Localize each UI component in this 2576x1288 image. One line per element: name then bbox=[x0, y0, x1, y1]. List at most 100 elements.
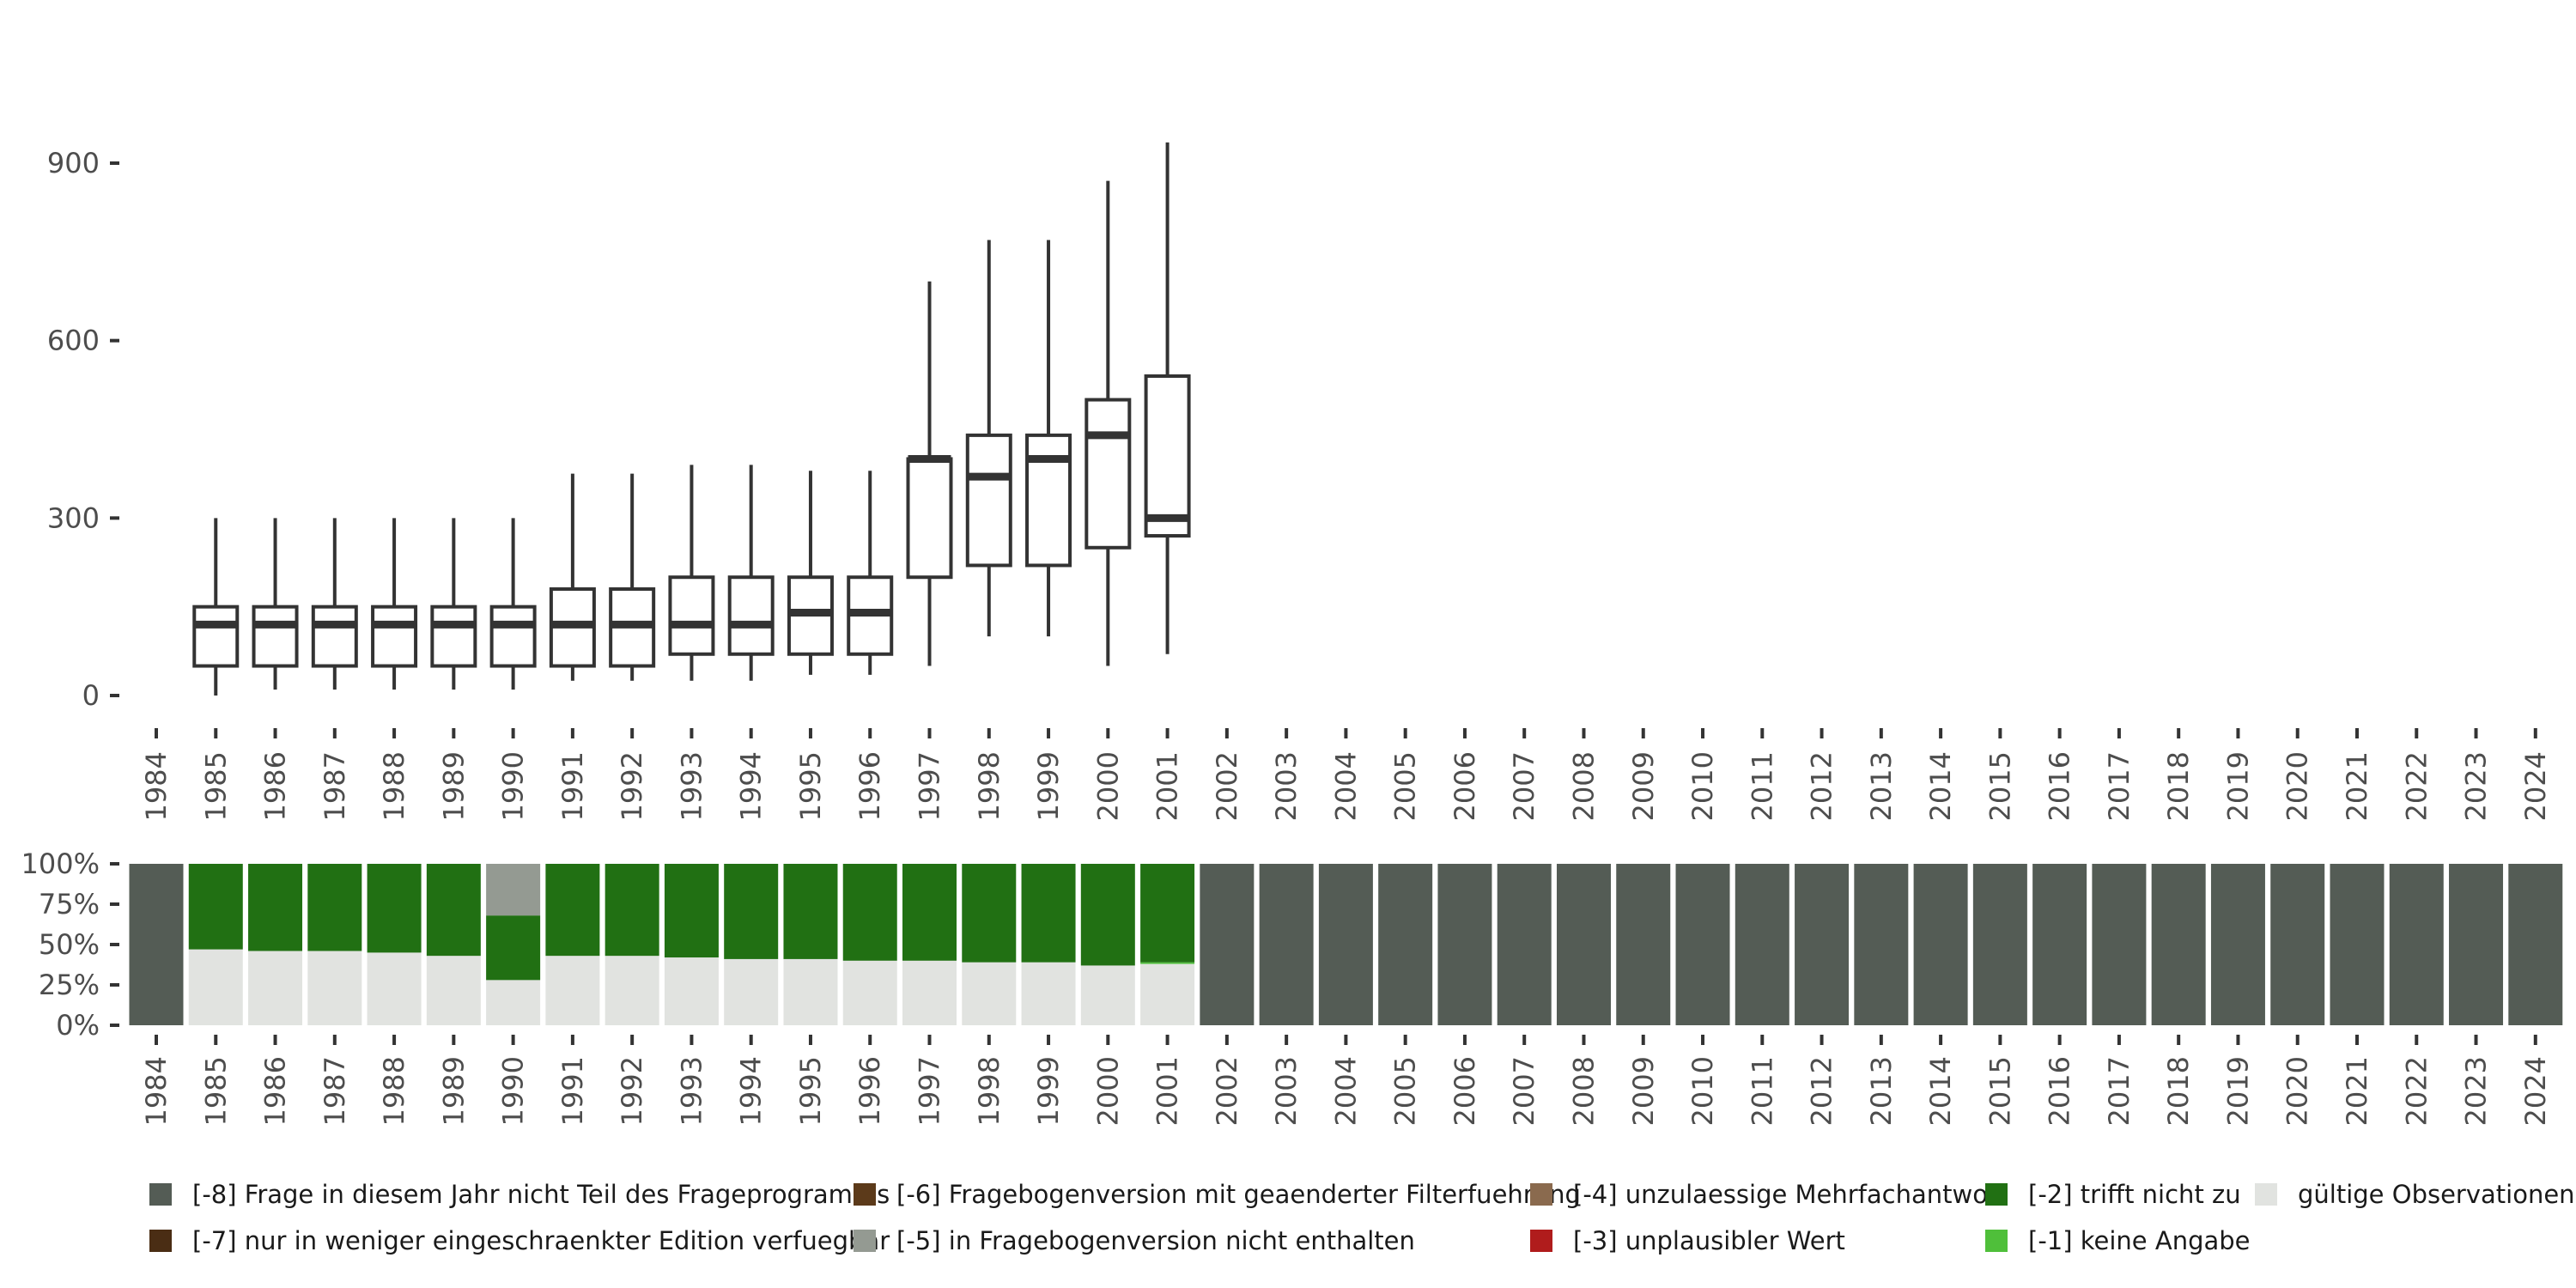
stacked-bar-segment-m2 bbox=[842, 864, 897, 961]
legend-label-m4: [-4] unzulaessige Mehrfachantwort bbox=[1573, 1180, 2008, 1209]
stacked-bar-segment-m2 bbox=[724, 864, 779, 959]
box-x-tick-label: 1988 bbox=[378, 751, 410, 821]
stacked-bar-segment-m2 bbox=[1080, 864, 1135, 966]
bar-x-tick-label: 2024 bbox=[2519, 1056, 2552, 1126]
bar-x-tick-label: 1987 bbox=[319, 1056, 351, 1126]
chart-canvas: 0 300 600 900 1984 1985 1986 1987 1988 1989 1990 19… bbox=[21, 142, 2563, 1126]
bar-x-tick-label: 1985 bbox=[199, 1056, 232, 1126]
stacked-bar-segment-m8 bbox=[1259, 864, 1314, 1025]
bar-x-tick-label: 2011 bbox=[1746, 1056, 1778, 1126]
legend-swatch-m7 bbox=[149, 1230, 172, 1252]
stacked-bar-segment-m8 bbox=[2270, 864, 2325, 1025]
stacked-bar-segment-m8 bbox=[1854, 864, 1909, 1025]
stacked-bar-segment-m8 bbox=[2032, 864, 2087, 1025]
stacked-bar-segment-valid bbox=[783, 958, 838, 1025]
legend-swatch-m5 bbox=[854, 1230, 876, 1252]
box-iqr bbox=[252, 605, 299, 668]
box-x-tick-label: 1992 bbox=[616, 751, 648, 821]
legend-label-m8: [-8] Frage in diesem Jahr nicht Teil des… bbox=[192, 1180, 890, 1209]
legend-item-m1: [-1] keine Angabe bbox=[1985, 1226, 2251, 1255]
legend-label-m3: [-3] unplausibler Wert bbox=[1573, 1226, 1845, 1255]
box-x-tick-label: 2018 bbox=[2162, 751, 2195, 821]
box-iqr bbox=[668, 575, 715, 656]
box-x-tick-label: 1984 bbox=[140, 751, 173, 821]
stacked-bar-segment-m8 bbox=[129, 864, 184, 1025]
box-x-tick-label: 1998 bbox=[973, 751, 1005, 821]
box-x-tick-label: 2004 bbox=[1329, 751, 1362, 821]
stacked-bar-segment-m8 bbox=[1913, 864, 1968, 1025]
stacked-bar-segment-m8 bbox=[1378, 864, 1433, 1025]
bar-x-tick-label: 1990 bbox=[497, 1056, 530, 1126]
box-x-tick-label: 1996 bbox=[854, 751, 886, 821]
stacked-bar-segment-valid bbox=[902, 960, 957, 1025]
legend-item-m2: [-2] trifft nicht zu bbox=[1985, 1180, 2241, 1209]
bar-x-tick-label: 1996 bbox=[854, 1056, 886, 1126]
bar-x-tick-label: 2019 bbox=[2221, 1056, 2254, 1126]
bar-x-tick-label: 1993 bbox=[675, 1056, 708, 1126]
stacked-bar-segment-m8 bbox=[2389, 864, 2444, 1025]
stacked-bar-segment-m5 bbox=[486, 864, 541, 916]
bar-x-tick-label: 1984 bbox=[140, 1056, 173, 1126]
legend-label-valid: gültige Observationen bbox=[2298, 1180, 2575, 1209]
bar-y-tick-label: 50% bbox=[39, 928, 100, 961]
stacked-bar-segment-m1 bbox=[1140, 962, 1195, 964]
stacked-bar-segment-m8 bbox=[1200, 864, 1255, 1025]
box-x-tick-label: 2001 bbox=[1151, 751, 1184, 821]
legend-item-m3: [-3] unplausibler Wert bbox=[1530, 1226, 1845, 1255]
legend-swatch-m3 bbox=[1530, 1230, 1552, 1252]
box-x-tick-label: 1995 bbox=[794, 751, 827, 821]
box-x-tick-label: 2013 bbox=[1865, 751, 1898, 821]
bar-x-tick-label: 2004 bbox=[1329, 1056, 1362, 1126]
bar-x-tick-label: 2003 bbox=[1270, 1056, 1303, 1126]
stacked-bar-segment-valid bbox=[307, 951, 362, 1025]
box-iqr bbox=[430, 605, 477, 668]
bar-y-tick-label: 75% bbox=[39, 888, 100, 920]
bar-x-tick-label: 1994 bbox=[735, 1056, 768, 1126]
box-x-tick-label: 1989 bbox=[437, 751, 470, 821]
box-y-tick-label: 300 bbox=[47, 501, 100, 534]
bar-x-tick-label: 2017 bbox=[2103, 1056, 2136, 1126]
bar-x-tick-label: 1991 bbox=[556, 1056, 589, 1126]
bar-x-tick-label: 2010 bbox=[1686, 1056, 1719, 1126]
bar-y-tick-label: 100% bbox=[21, 848, 100, 880]
box-x-tick-label: 2003 bbox=[1270, 751, 1303, 821]
box-y-tick-label: 0 bbox=[82, 679, 100, 712]
stacked-bar-segment-m8 bbox=[2330, 864, 2385, 1025]
stacked-bar-segment-m2 bbox=[1140, 864, 1195, 963]
box-x-tick-label: 2019 bbox=[2221, 751, 2254, 821]
box-x-tick-label: 2012 bbox=[1806, 751, 1838, 821]
box-x-tick-label: 2002 bbox=[1211, 751, 1243, 821]
bar-x-tick-label: 1992 bbox=[616, 1056, 648, 1126]
legend-swatch-m8 bbox=[149, 1183, 172, 1206]
stacked-bar-segment-valid bbox=[426, 956, 481, 1025]
box-iqr bbox=[906, 457, 953, 580]
legend-item-m5: [-5] in Fragebogenversion nicht enthalte… bbox=[854, 1226, 1415, 1255]
stacked-bar-segment-m8 bbox=[2508, 864, 2563, 1025]
box-x-tick-label: 1993 bbox=[675, 751, 708, 821]
legend-label-m6: [-6] Fragebogenversion mit geaenderter F… bbox=[896, 1180, 1581, 1209]
box-x-tick-label: 2014 bbox=[1924, 751, 1957, 821]
legend-item-valid: gültige Observationen bbox=[2255, 1180, 2575, 1209]
legend-swatch-valid bbox=[2255, 1183, 2277, 1206]
box-x-tick-label: 2006 bbox=[1449, 751, 1481, 821]
stacked-bar-segment-m2 bbox=[307, 864, 362, 951]
stacked-bar-segment-m8 bbox=[1795, 864, 1850, 1025]
bar-x-tick-label: 1998 bbox=[973, 1056, 1005, 1126]
stacked-bar-segment-m8 bbox=[1318, 864, 1373, 1025]
bar-x-tick-label: 2005 bbox=[1389, 1056, 1422, 1126]
legend-item-m8: [-8] Frage in diesem Jahr nicht Teil des… bbox=[149, 1180, 890, 1209]
box-x-tick-label: 2017 bbox=[2103, 751, 2136, 821]
box-x-tick-label: 2007 bbox=[1508, 751, 1540, 821]
legend-swatch-m2 bbox=[1985, 1183, 2008, 1206]
box-iqr bbox=[489, 605, 537, 668]
stacked-bar-segment-valid bbox=[545, 956, 600, 1025]
box-iqr bbox=[727, 575, 775, 656]
stacked-bar-segment-m8 bbox=[2151, 864, 2206, 1025]
box-iqr bbox=[192, 605, 240, 668]
legend-label-m7: [-7] nur in weniger eingeschraenkter Edi… bbox=[192, 1226, 890, 1255]
stacked-bar-segment-m8 bbox=[1735, 864, 1789, 1025]
stacked-bar-segment-valid bbox=[486, 980, 541, 1025]
box-x-tick-label: 2021 bbox=[2341, 751, 2373, 821]
stacked-bar-segment-valid bbox=[1080, 965, 1135, 1025]
box-x-tick-label: 1990 bbox=[497, 751, 530, 821]
